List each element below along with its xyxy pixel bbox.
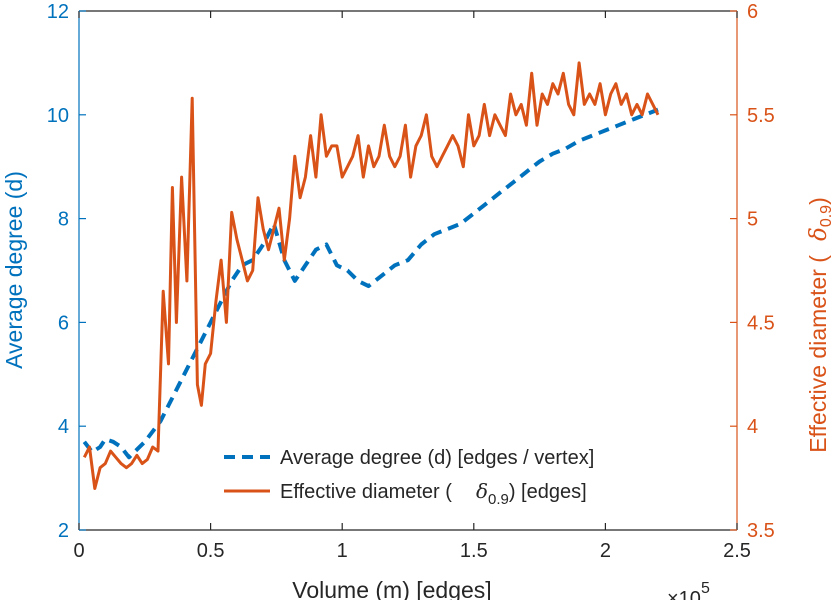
right-axis-label: Effective diameter ( δ0.9): [805, 197, 835, 453]
left-tick-label: 6: [58, 312, 69, 334]
right-tick-label: 6: [747, 1, 758, 23]
x-multiplier-exp: 5: [701, 580, 710, 597]
legend-label-effective-diameter: Effective diameter ( δ0.9) [edges]: [280, 479, 587, 508]
left-tick-label: 8: [58, 209, 69, 231]
right-tick-label: 5: [747, 209, 758, 231]
x-multiplier-base: ×10: [667, 588, 701, 600]
series-layer: [82, 61, 660, 490]
legend-label-ed-delta: δ: [476, 479, 488, 503]
x-tick-label: 1: [337, 540, 348, 562]
left-axis-label: Average degree (d): [1, 171, 27, 369]
right-tick-label: 3.5: [747, 520, 775, 542]
right-axis-label-suffix: ): [805, 197, 831, 205]
x-tick-label: 0.5: [197, 540, 225, 562]
axes-layer: 0 0.5 1 1.5 2 2.5 2 4 6 8 10 12 3.5 4 4.5 5 5.5 6: [47, 1, 775, 562]
x-axis-label: Volume (m) [edges]: [292, 577, 491, 600]
series-effective-diameter-line: [82, 61, 660, 490]
right-axis-label-prefix: Effective diameter (: [805, 255, 831, 453]
legend-label-ed-suffix: ) [edges]: [509, 481, 587, 503]
right-tick-label: 4: [747, 416, 758, 438]
x-axis-multiplier: ×105: [667, 580, 710, 600]
legend-label-average-degree: Average degree (d) [edges / vertex]: [280, 447, 594, 469]
left-tick-label: 12: [47, 1, 69, 23]
legend: Average degree (d) [edges / vertex] Effe…: [224, 447, 594, 508]
right-tick-label: 4.5: [747, 312, 775, 334]
left-tick-label: 4: [58, 416, 69, 438]
x-tick-label: 2.5: [723, 540, 751, 562]
left-tick-label: 2: [58, 520, 69, 542]
series-average-degree-line: [82, 107, 659, 460]
right-axis-label-sub: 0.9: [818, 205, 835, 227]
right-axis-label-delta: δ: [806, 227, 832, 241]
legend-label-ed-prefix: Effective diameter (: [280, 481, 452, 503]
x-tick-label: 1.5: [460, 540, 488, 562]
right-tick-label: 5.5: [747, 105, 775, 127]
legend-label-ed-sub: 0.9: [488, 491, 509, 508]
left-tick-label: 10: [47, 105, 69, 127]
x-tick-label: 2: [600, 540, 611, 562]
x-tick-label: 0: [73, 540, 84, 562]
